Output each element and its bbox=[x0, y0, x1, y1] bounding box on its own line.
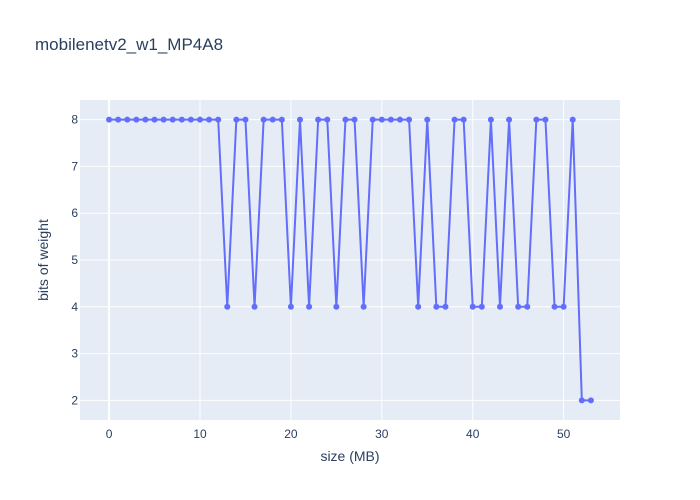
y-tick-label: 3 bbox=[71, 347, 78, 361]
chart-title: mobilenetv2_w1_MP4A8 bbox=[35, 35, 223, 54]
data-point[interactable] bbox=[242, 116, 249, 123]
data-point[interactable] bbox=[406, 116, 413, 123]
data-point[interactable] bbox=[533, 116, 540, 123]
x-tick-label: 20 bbox=[284, 427, 298, 441]
data-point[interactable] bbox=[324, 116, 331, 123]
y-tick-label: 8 bbox=[71, 113, 78, 127]
data-point[interactable] bbox=[215, 116, 222, 123]
data-point[interactable] bbox=[133, 116, 140, 123]
x-tick-label: 30 bbox=[375, 427, 389, 441]
y-tick-label: 5 bbox=[71, 253, 78, 267]
data-point[interactable] bbox=[569, 116, 576, 123]
data-point[interactable] bbox=[560, 303, 567, 310]
data-point[interactable] bbox=[578, 397, 585, 404]
data-point[interactable] bbox=[178, 116, 185, 123]
data-point[interactable] bbox=[160, 116, 167, 123]
data-point[interactable] bbox=[369, 116, 376, 123]
data-point[interactable] bbox=[333, 303, 340, 310]
data-point[interactable] bbox=[497, 303, 503, 310]
data-point[interactable] bbox=[415, 303, 422, 310]
data-point[interactable] bbox=[315, 116, 322, 123]
x-axis-title: size (MB) bbox=[320, 448, 379, 464]
data-point[interactable] bbox=[424, 116, 431, 123]
y-tick-label: 7 bbox=[71, 159, 78, 173]
data-point[interactable] bbox=[124, 116, 131, 123]
data-point[interactable] bbox=[442, 303, 449, 310]
y-tick-label: 2 bbox=[71, 393, 78, 407]
y-tick-label: 4 bbox=[71, 300, 78, 314]
data-point[interactable] bbox=[551, 303, 558, 310]
data-point[interactable] bbox=[487, 116, 494, 123]
y-axis-title: bits of weight bbox=[35, 219, 51, 301]
x-tick-label: 40 bbox=[466, 427, 480, 441]
data-point[interactable] bbox=[478, 303, 485, 310]
data-point[interactable] bbox=[378, 116, 385, 123]
data-point[interactable] bbox=[433, 303, 440, 310]
x-axis-ticks: 0 10 20 30 40 50 bbox=[106, 427, 571, 441]
data-point[interactable] bbox=[587, 397, 594, 404]
data-point[interactable] bbox=[106, 116, 113, 123]
data-point[interactable] bbox=[269, 116, 276, 123]
x-tick-label: 50 bbox=[557, 427, 571, 441]
data-point[interactable] bbox=[224, 303, 231, 310]
data-point[interactable] bbox=[206, 116, 213, 123]
y-axis-ticks: 2 3 4 5 6 7 8 bbox=[71, 113, 78, 408]
data-point[interactable] bbox=[524, 303, 531, 310]
data-point[interactable] bbox=[515, 303, 522, 310]
data-point[interactable] bbox=[306, 303, 313, 310]
data-point[interactable] bbox=[360, 303, 367, 310]
data-point[interactable] bbox=[387, 116, 394, 123]
data-point[interactable] bbox=[397, 116, 403, 123]
data-point[interactable] bbox=[342, 116, 349, 123]
data-point[interactable] bbox=[460, 116, 467, 123]
data-point[interactable] bbox=[169, 116, 176, 123]
x-tick-label: 0 bbox=[106, 427, 113, 441]
data-point[interactable] bbox=[142, 116, 149, 123]
data-point[interactable] bbox=[469, 303, 476, 310]
data-point[interactable] bbox=[542, 116, 549, 123]
data-point[interactable] bbox=[297, 116, 303, 123]
series-markers bbox=[106, 116, 594, 404]
data-point[interactable] bbox=[115, 116, 122, 123]
data-point[interactable] bbox=[351, 116, 358, 123]
data-point[interactable] bbox=[187, 116, 194, 123]
data-point[interactable] bbox=[278, 116, 285, 123]
data-point[interactable] bbox=[197, 116, 203, 123]
data-point[interactable] bbox=[506, 116, 513, 123]
data-point[interactable] bbox=[151, 116, 158, 123]
y-tick-label: 6 bbox=[71, 206, 78, 220]
data-point[interactable] bbox=[251, 303, 258, 310]
data-point[interactable] bbox=[260, 116, 267, 123]
data-point[interactable] bbox=[451, 116, 458, 123]
x-tick-label: 10 bbox=[193, 427, 207, 441]
data-point[interactable] bbox=[287, 303, 294, 310]
data-point[interactable] bbox=[233, 116, 240, 123]
